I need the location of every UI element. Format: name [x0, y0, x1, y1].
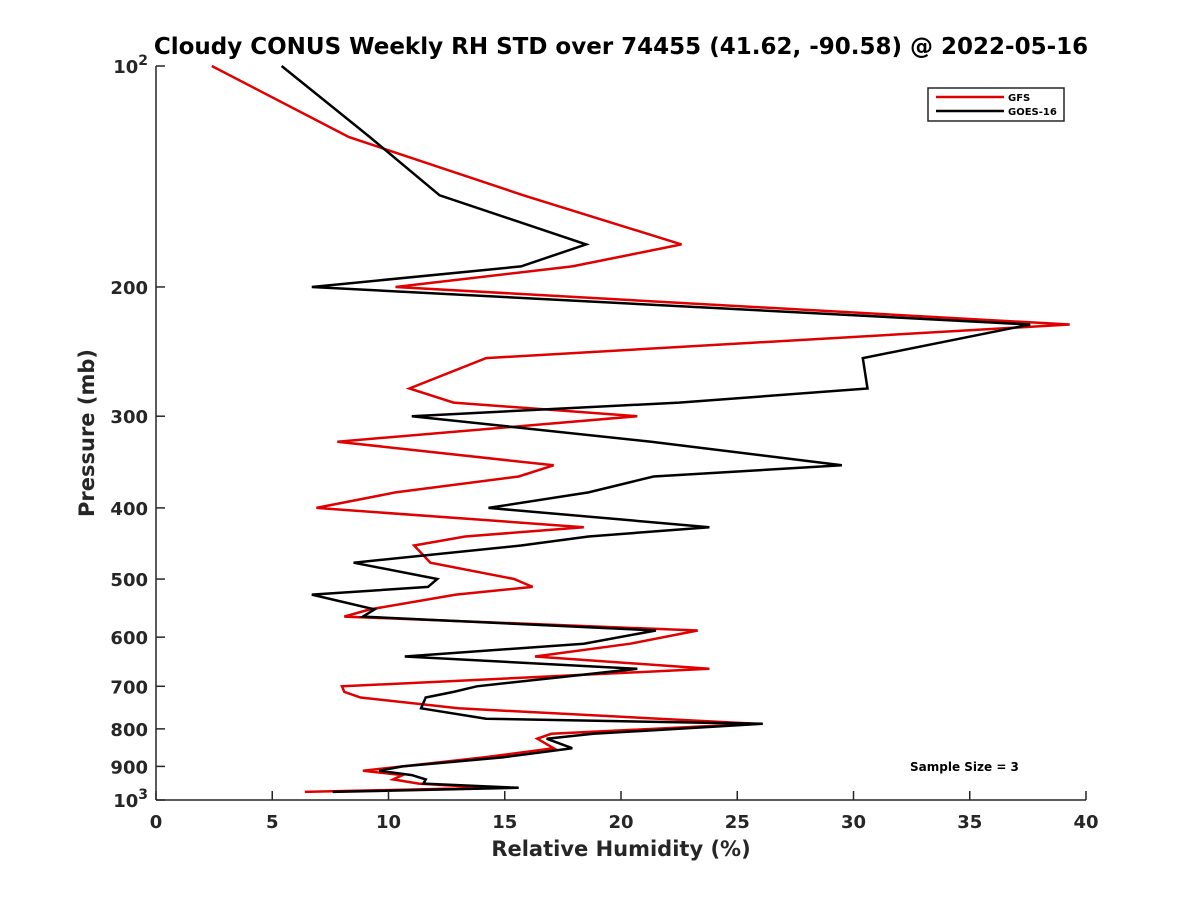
y-tick-label: 102: [113, 53, 148, 78]
y-tick-label: 300: [110, 407, 148, 428]
x-tick-label: 20: [608, 812, 633, 833]
chart-title: Cloudy CONUS Weekly RH STD over 74455 (4…: [154, 34, 1088, 60]
y-tick-label: 600: [110, 628, 148, 649]
x-axis-label: Relative Humidity (%): [491, 837, 750, 861]
y-tick-label: 500: [110, 570, 148, 591]
y-tick-label: 400: [110, 499, 148, 520]
plot-area: [156, 66, 1086, 800]
y-ticks: 102 200 300 400 500 600 700 800 900 103: [110, 53, 165, 812]
legend-box: [927, 87, 1065, 122]
legend-label-gfs: GFS: [1008, 93, 1030, 104]
x-tick-label: 10: [376, 812, 401, 833]
x-tick-label: 0: [150, 812, 163, 833]
series-line-goes16: [280, 65, 1031, 794]
y-axis-label: Pressure (mb): [75, 349, 99, 517]
y-tick-label: 103: [113, 787, 148, 812]
series-layer: [211, 64, 1070, 794]
sample-size-annotation: Sample Size = 3: [910, 760, 1019, 774]
x-tick-label: 25: [725, 812, 750, 833]
y-tick-label: 700: [110, 677, 148, 698]
y-tick-label: 200: [110, 278, 148, 299]
legend: GFS GOES-16: [927, 87, 1065, 122]
x-tick-label: 5: [266, 812, 279, 833]
y-tick-label: 900: [110, 757, 148, 778]
x-tick-label: 15: [492, 812, 517, 833]
legend-label-goes16: GOES-16: [1008, 107, 1057, 118]
x-tick-label: 35: [957, 812, 982, 833]
x-ticks: 0 5 10 15 20 25 30 35 40: [150, 791, 1099, 833]
series-line-gfs: [211, 64, 1070, 794]
y-tick-label: 800: [110, 720, 148, 741]
x-tick-label: 30: [841, 812, 866, 833]
x-tick-label: 40: [1073, 812, 1098, 833]
